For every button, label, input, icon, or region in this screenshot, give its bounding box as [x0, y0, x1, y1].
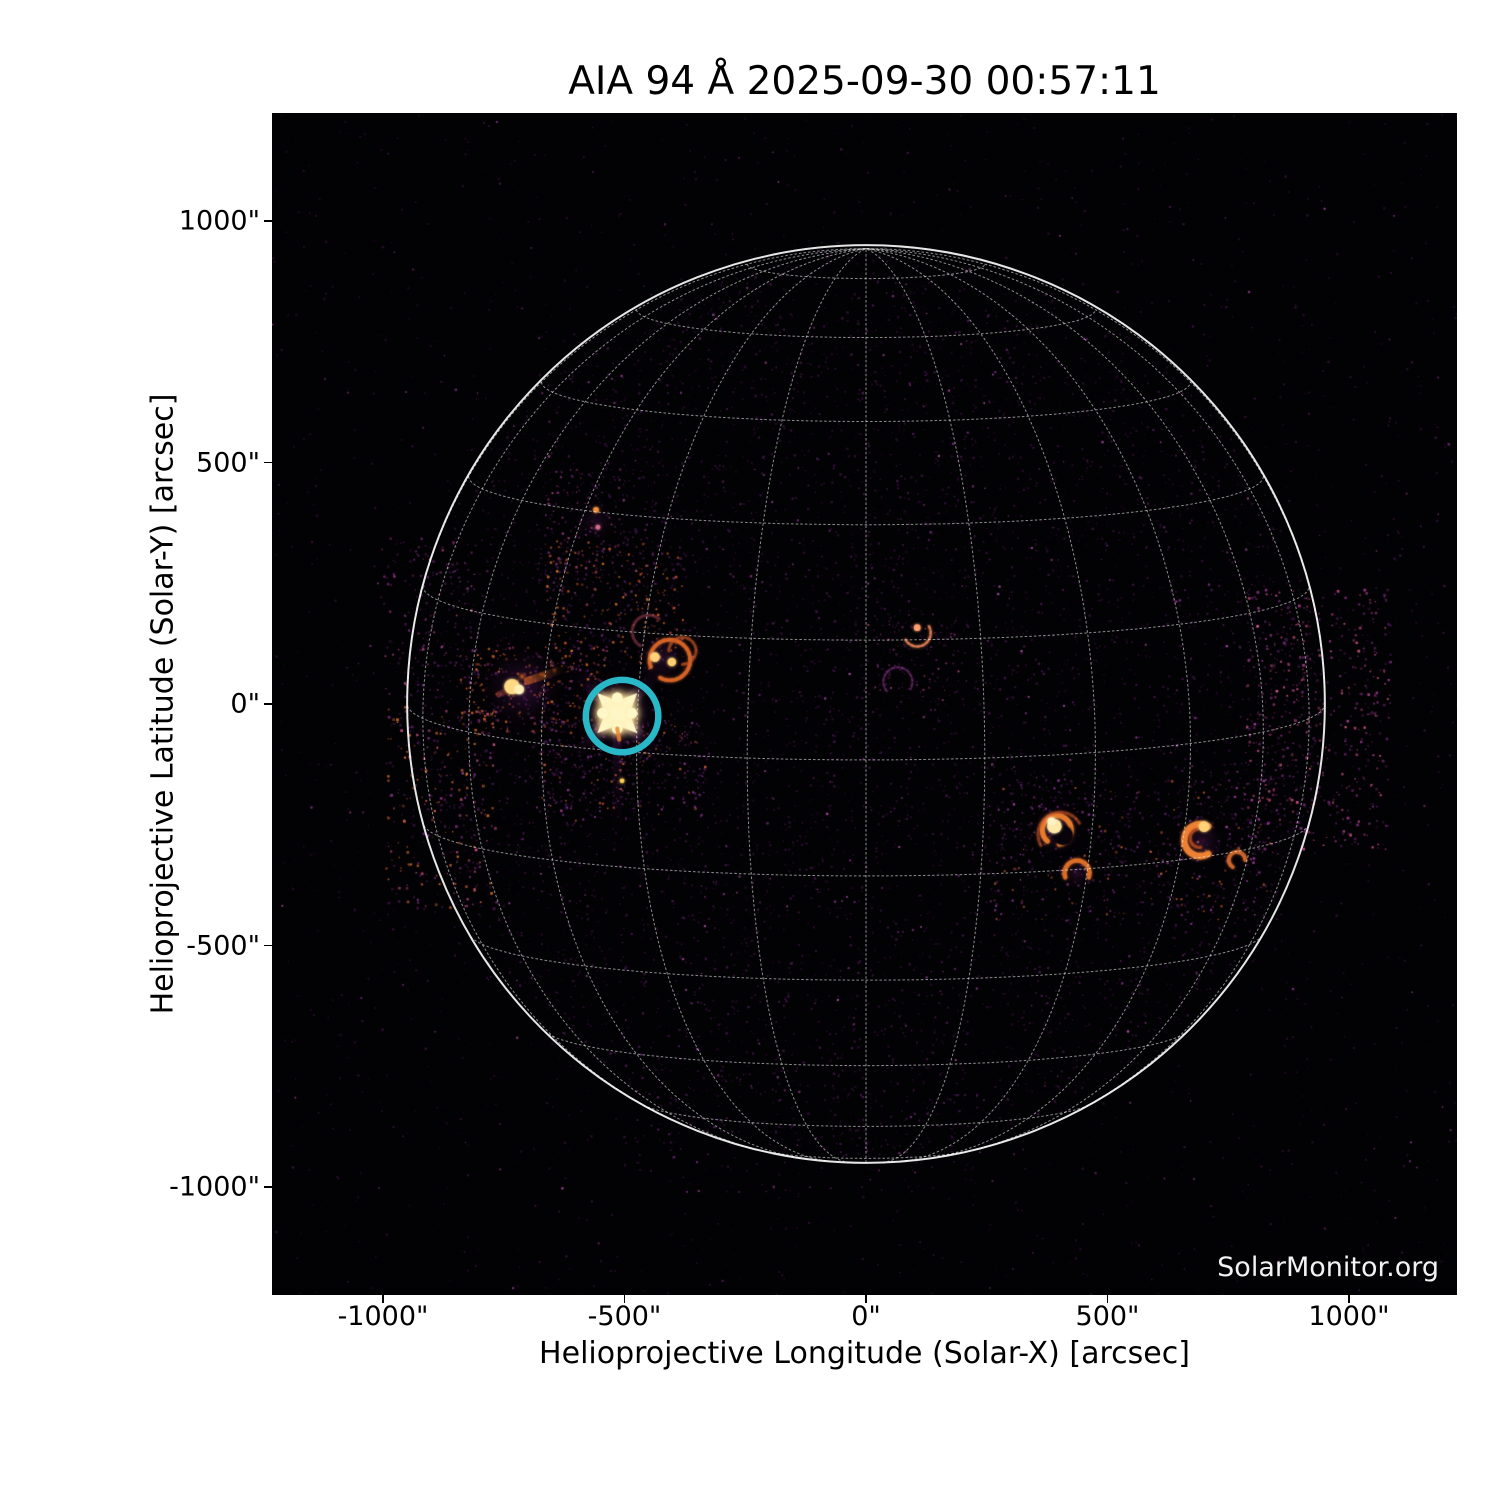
grid-latitude-line	[636, 309, 1096, 338]
grid-latitude-line	[763, 1150, 969, 1159]
grid-latitude-line	[643, 1104, 1089, 1127]
x-axis-title: Helioprojective Longitude (Solar-X) [arc…	[539, 1336, 1190, 1371]
grid-meridian-line	[865, 248, 1264, 1150]
plot-area: SolarMonitor.org	[272, 113, 1457, 1295]
y-tick-label: 0"	[230, 688, 260, 720]
x-tick-label: -1000"	[337, 1301, 429, 1332]
grid-latitude-line	[746, 264, 986, 280]
grid-meridian-line	[865, 248, 1326, 689]
plot-title: AIA 94 Å 2025-09-30 00:57:11	[272, 60, 1457, 104]
grid-meridian-line	[865, 248, 1310, 1114]
grid-overlay	[406, 244, 1326, 1164]
grid-meridian-line	[865, 248, 1096, 1162]
y-tick-label: 500"	[196, 447, 260, 478]
y-tick-mark	[264, 1186, 272, 1188]
solar-limb-circle	[406, 244, 1326, 1164]
title-instrument: AIA 94	[568, 59, 708, 104]
x-tick-label: 500"	[1075, 1301, 1140, 1332]
x-tick-mark	[1106, 1295, 1109, 1303]
grid-latitude-line	[468, 476, 1264, 526]
title-datetime: 2025-09-30 00:57:11	[734, 59, 1161, 104]
y-tick-label: 1000"	[178, 205, 260, 237]
solar-disk-image	[272, 113, 1457, 1295]
grid-meridian-line	[468, 248, 867, 1150]
x-tick-label: -500"	[587, 1301, 662, 1332]
y-tick-label: -1000"	[169, 1171, 260, 1203]
grid-meridian-line	[865, 248, 1192, 1159]
grid-meridian-line	[746, 248, 867, 1163]
x-tick-label: 0"	[851, 1301, 881, 1332]
y-tick-mark	[264, 703, 272, 705]
grid-latitude-line	[470, 936, 1262, 981]
x-tick-label: 1000"	[1308, 1301, 1390, 1332]
x-tick-mark	[623, 1295, 626, 1303]
grid-meridian-line	[422, 248, 867, 1114]
y-tick-mark	[264, 220, 272, 222]
y-tick-mark	[264, 461, 272, 464]
watermark: SolarMonitor.org	[1217, 1252, 1439, 1283]
grid-meridian-line	[865, 248, 986, 1163]
flare-marker-circle	[582, 676, 662, 756]
y-tick-mark	[264, 944, 272, 947]
grid-meridian-line	[540, 248, 867, 1159]
grid-latitude-line	[406, 705, 1326, 761]
grid-meridian-line	[406, 248, 867, 689]
x-tick-mark	[1348, 1295, 1350, 1303]
x-tick-mark	[865, 1295, 867, 1303]
x-tick-mark	[382, 1295, 384, 1303]
grid-latitude-line	[423, 825, 1309, 877]
y-tick-label: -500"	[186, 930, 260, 961]
grid-latitude-line	[422, 586, 1310, 641]
grid-latitude-line	[544, 1031, 1188, 1067]
title-angstrom-unit: Å	[707, 59, 735, 104]
grid-meridian-line	[636, 248, 867, 1162]
